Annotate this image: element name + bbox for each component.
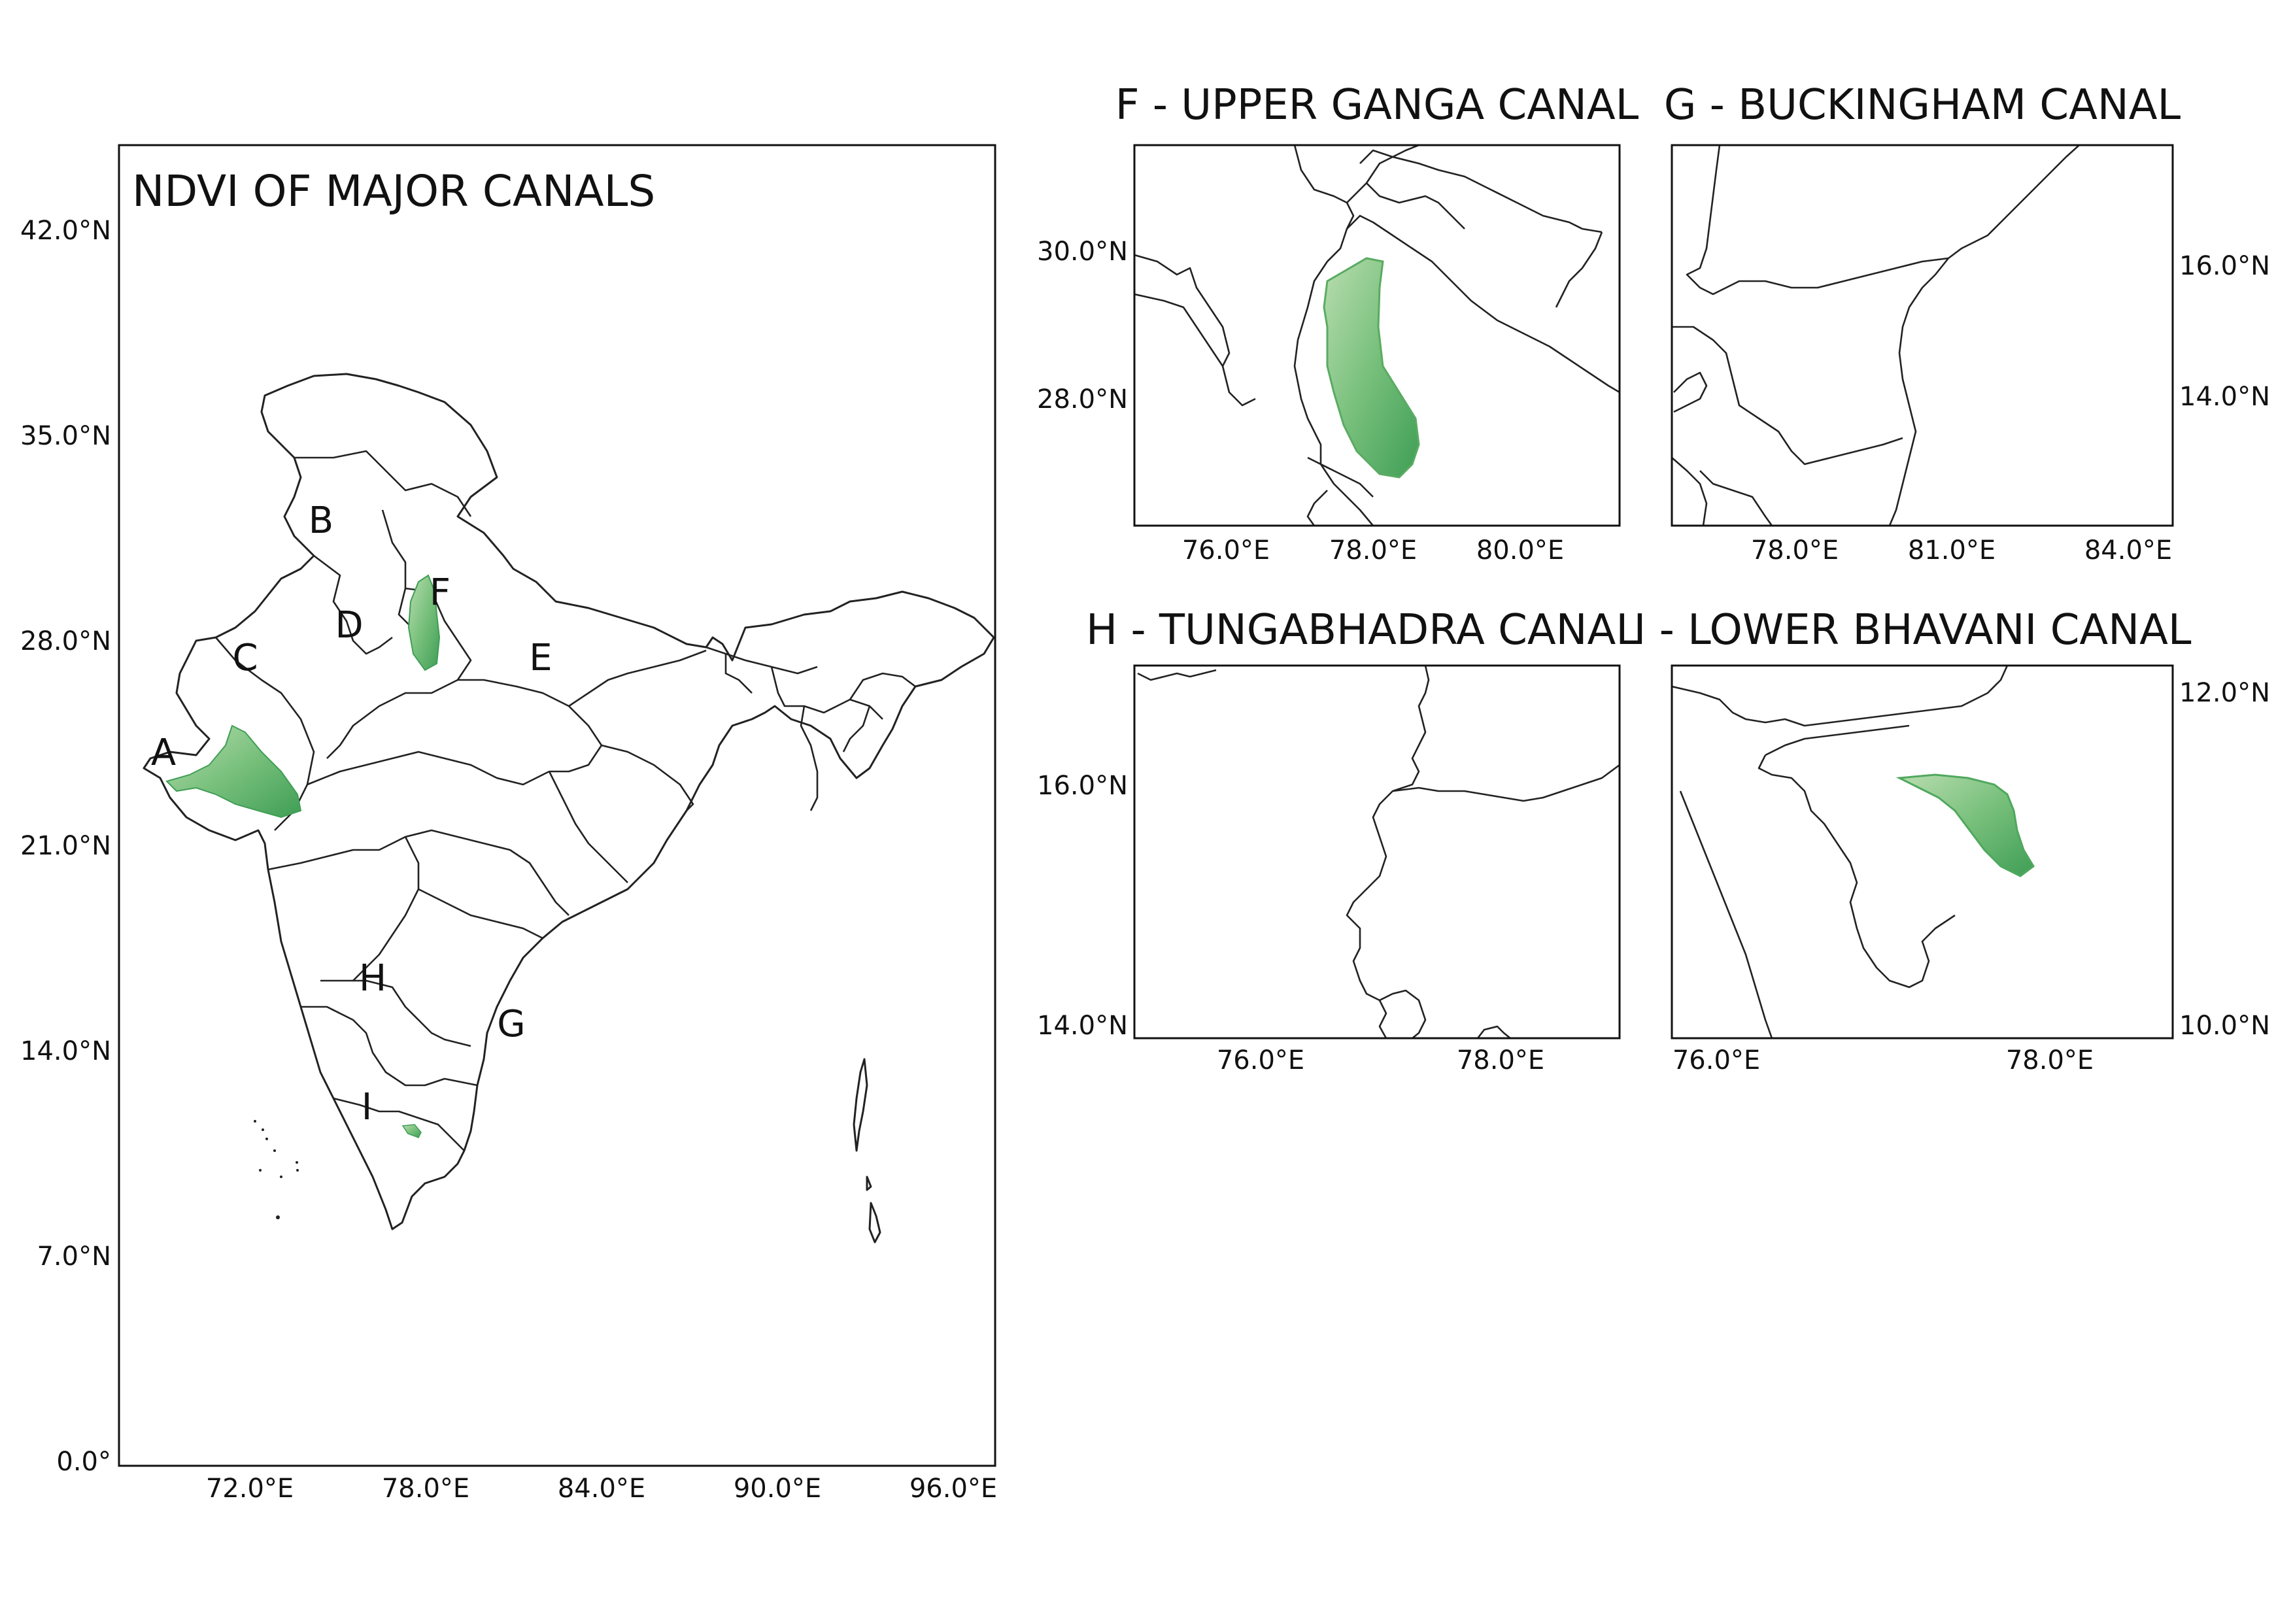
main-map: NDVI OF MAJOR CANALS 42.0°N 35.0°N 28.0°…	[20, 144, 997, 1504]
canal-label-c: C	[232, 637, 258, 679]
inset-i-lat-tick: 12.0°N	[2179, 678, 2270, 708]
main-map-frame	[118, 144, 996, 1467]
main-lon-tick: 90.0°E	[734, 1474, 821, 1504]
inset-i: I - LOWER BHAVANI CANAL 12.0°N 10.0°N 76…	[1634, 606, 2270, 1075]
inset-f-lon-tick: 80.0°E	[1476, 535, 1564, 566]
ndvi-region-f-detail	[1323, 257, 1420, 479]
canal-label-f: F	[430, 571, 450, 614]
inset-f-lat-tick: 28.0°N	[1037, 384, 1128, 414]
canal-label-i: I	[362, 1086, 373, 1128]
inset-f-lon-tick: 78.0°E	[1329, 535, 1417, 566]
inset-f-frame	[1133, 144, 1621, 527]
inset-g-frame	[1671, 144, 2174, 527]
main-lat-tick: 35.0°N	[20, 421, 111, 451]
inset-h-lat-tick: 16.0°N	[1037, 771, 1128, 801]
inset-g-lon-tick: 81.0°E	[1908, 535, 1996, 566]
inset-f-title: F - UPPER GANGA CANAL	[1115, 81, 1639, 129]
canal-label-b: B	[309, 499, 333, 542]
inset-i-lon-tick: 76.0°E	[1673, 1045, 1760, 1075]
inset-h-lat-tick: 14.0°N	[1037, 1011, 1128, 1041]
inset-g-map	[1672, 145, 2080, 526]
inset-h: H - TUNGABHADRA CANAL 16.0°N 14.0°N 76.0…	[1037, 606, 1639, 1075]
inset-i-frame	[1671, 664, 2174, 1040]
inset-h-lon-tick: 76.0°E	[1217, 1045, 1304, 1075]
canal-label-d: D	[335, 604, 363, 647]
main-map-title: NDVI OF MAJOR CANALS	[132, 166, 655, 216]
ndvi-region-i-detail	[1895, 773, 2035, 877]
main-lat-tick: 0.0°	[56, 1447, 111, 1477]
canal-label-h: H	[359, 957, 386, 1000]
canal-label-a: A	[151, 732, 176, 774]
inset-g-lon-tick: 84.0°E	[2084, 535, 2172, 566]
main-lat-tick: 21.0°N	[20, 831, 111, 861]
inset-f: F - UPPER GANGA CANAL 30.0°N 28.0°N 76.0…	[1037, 81, 1639, 566]
canal-label-g: G	[497, 1003, 525, 1045]
inset-g: G - BUCKINGHAM CANAL 16.0°N 14.0°N 78.0°…	[1664, 81, 2270, 566]
india-outline	[143, 373, 995, 1230]
inset-g-title: G - BUCKINGHAM CANAL	[1664, 81, 2181, 129]
main-lon-tick: 78.0°E	[382, 1474, 469, 1504]
main-lat-tick: 7.0°N	[37, 1242, 111, 1272]
inset-g-lat-tick: 16.0°N	[2179, 251, 2270, 281]
main-lon-tick: 72.0°E	[206, 1474, 294, 1504]
inset-i-lat-tick: 10.0°N	[2179, 1011, 2270, 1041]
state-borders	[215, 450, 916, 1151]
inset-h-map	[1137, 666, 1620, 1038]
ndvi-region-a	[165, 724, 302, 819]
inset-f-lon-tick: 76.0°E	[1182, 535, 1270, 566]
ndvi-region-f	[407, 574, 441, 671]
islands	[254, 1058, 881, 1243]
ndvi-region-i	[401, 1124, 422, 1138]
ndvi-canal-regions	[165, 574, 441, 1138]
inset-f-lat-tick: 30.0°N	[1037, 237, 1128, 267]
canal-label-e: E	[529, 637, 552, 679]
main-lat-tick: 42.0°N	[20, 216, 111, 246]
inset-h-frame	[1133, 664, 1621, 1040]
inset-i-lon-tick: 78.0°E	[2006, 1045, 2094, 1075]
inset-g-lat-tick: 14.0°N	[2179, 382, 2270, 412]
inset-g-lon-tick: 78.0°E	[1751, 535, 1839, 566]
inset-h-lon-tick: 78.0°E	[1457, 1045, 1544, 1075]
main-lon-tick: 96.0°E	[909, 1474, 997, 1504]
inset-h-title: H - TUNGABHADRA CANAL	[1086, 606, 1639, 654]
inset-f-map	[1134, 145, 1620, 526]
inset-i-title: I - LOWER BHAVANI CANAL	[1634, 606, 2192, 654]
inset-i-map	[1672, 666, 2009, 1038]
main-lat-tick: 14.0°N	[20, 1036, 111, 1066]
main-lon-tick: 84.0°E	[558, 1474, 645, 1504]
main-lat-tick: 28.0°N	[20, 626, 111, 656]
